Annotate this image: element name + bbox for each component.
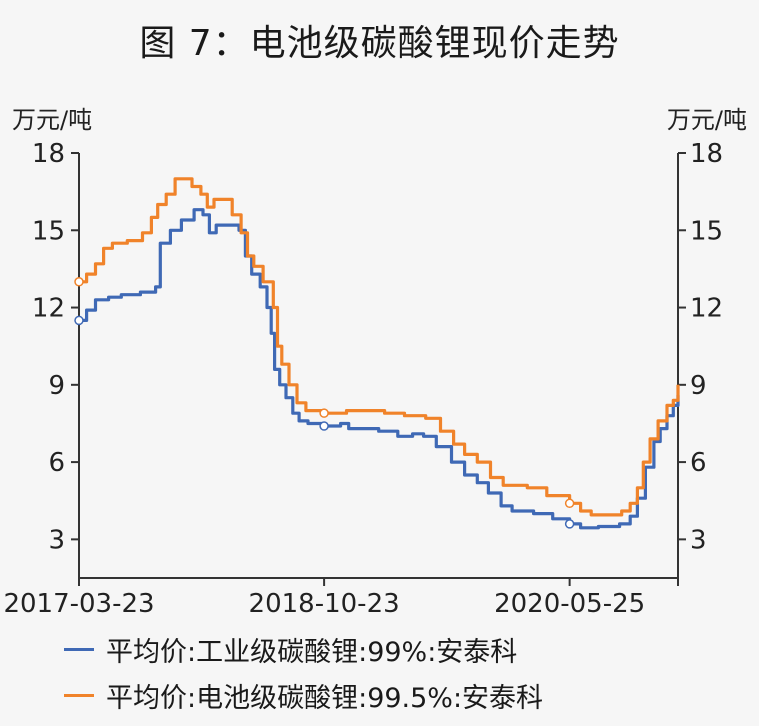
y-tick-label-right: 9 [690, 371, 707, 401]
y-tick-label-right: 3 [690, 525, 707, 555]
legend-item-industrial: 平均价:工业级碳酸锂:99%:安泰科 [64, 630, 517, 669]
x-tick-label: 2020-05-25 [494, 589, 645, 619]
y-tick-label-left: 12 [32, 294, 65, 324]
chart-markers [74, 277, 575, 529]
x-tick-label: 2018-10-23 [249, 589, 400, 619]
y-tick-label-left: 9 [48, 371, 65, 401]
legend-item-battery: 平均价:电池级碳酸锂:99.5%:安泰科 [64, 676, 543, 715]
y-tick-label-right: 15 [690, 216, 723, 246]
series-marker-0 [319, 421, 329, 431]
legend-swatch-industrial [64, 648, 94, 651]
x-tick-label: 2017-03-23 [3, 589, 154, 619]
chart-title: 图 7：电池级碳酸锂现价走势 [139, 23, 620, 64]
legend-label-industrial: 平均价:工业级碳酸锂:99%:安泰科 [106, 637, 518, 668]
y-unit-right: 万元/吨 [667, 106, 747, 134]
chart-axes: 3 3 6 6 9 9 12 12 15 15 18 18 万元/吨 万元/吨 2017-03-23 2018… [3, 106, 747, 619]
chart-lines [79, 177, 680, 530]
series-line-0 [79, 208, 680, 530]
y-tick-label-left: 15 [32, 216, 65, 246]
y-unit-left: 万元/吨 [12, 106, 92, 134]
series-line-1 [79, 177, 680, 517]
y-tick-label-right: 12 [690, 294, 723, 324]
legend-label-battery: 平均价:电池级碳酸锂:99.5%:安泰科 [106, 683, 544, 714]
y-tick-label-right: 6 [690, 448, 707, 478]
y-tick-label-left: 6 [48, 448, 65, 478]
y-tick-label-left: 18 [32, 139, 65, 169]
series-marker-1 [564, 498, 575, 509]
y-tick-label-right: 18 [690, 139, 723, 169]
y-tick-label-left: 3 [48, 525, 65, 555]
series-marker-1 [319, 408, 329, 418]
line-chart: 3 3 6 6 9 9 12 12 15 15 18 18 万元/吨 万元/吨 2017-03-23 2018… [3, 106, 747, 619]
series-marker-1 [74, 277, 84, 287]
series-marker-0 [74, 315, 84, 326]
series-marker-0 [564, 519, 575, 529]
legend-swatch-battery [64, 694, 94, 697]
